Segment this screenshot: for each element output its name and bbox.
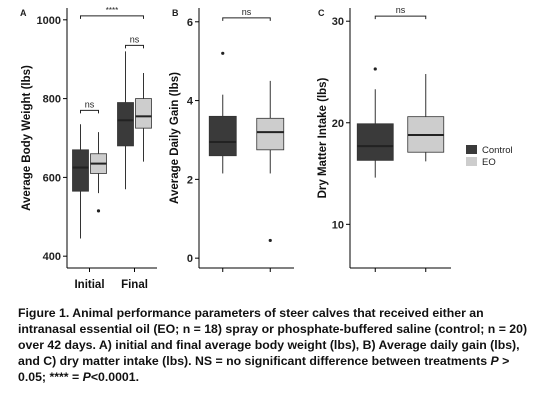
y-tick-label: 2 [187,174,193,186]
box-eo-eo [407,74,445,162]
x-tick-label: Final [121,279,148,291]
caption-title: Figure 1. [18,306,70,320]
panel-b: B Average Daily Gain (lbs) 0 2 4 6 ns [169,7,294,272]
box-iqr [208,115,237,157]
bracket-label: **** [106,6,118,15]
outlier-point [373,67,377,71]
y-tick-label: 20 [332,118,344,130]
significance-bracket: ns [80,99,99,114]
box-iqr [135,98,152,129]
significance-bracket: **** [80,6,144,19]
box-eo-final [135,73,152,162]
y-tick-label: 0 [187,253,193,265]
legend-swatch [466,145,477,154]
panel-label: C [318,8,325,18]
legend-label: EO [482,157,496,168]
significance-bracket: ns [374,5,427,20]
y-tick-label: 30 [332,16,344,28]
bracket-label: ns [85,99,95,109]
figure: A Average Body Weight (lbs) 400 600 800 1000 I… [20,5,513,291]
bracket-label: ns [242,7,252,17]
bracket-line [222,17,271,21]
box-control-initial [72,124,89,239]
panel-a: A Average Body Weight (lbs) 400 600 800 1000 I… [20,6,157,291]
box-eo-initial [90,132,107,213]
bracket-line [80,109,99,114]
significance-bracket: ns [125,34,144,49]
panel-label: A [20,8,27,18]
box-iqr [256,117,285,151]
box-control-final [117,51,134,190]
bracket-line [374,15,427,20]
box-iqr [72,149,89,192]
y-axis-label: Average Daily Gain (lbs) [169,72,181,204]
box-control-control [208,51,237,174]
y-axis-label: Dry Matter Intake (lbs) [317,77,329,198]
y-tick-label: 800 [43,94,61,106]
y-tick-label: 6 [187,17,193,29]
panel-c: C Dry Matter Intake (lbs) 10 20 30 ns [317,5,451,272]
y-axis-label: Average Body Weight (lbs) [21,65,33,211]
legend-label: Control [482,145,513,156]
bracket-label: ns [130,34,140,44]
x-tick-label: Initial [74,279,104,291]
box-control-control [356,67,394,178]
outlier-point [268,238,272,243]
outlier-point [96,209,101,213]
y-tick-label: 10 [332,219,344,231]
bracket-line [125,44,144,49]
panel-label: B [172,8,179,18]
outlier-point [221,51,225,55]
box-eo-eo [256,80,285,243]
y-tick-label: 1000 [37,15,61,27]
y-tick-label: 400 [43,251,61,263]
bracket-line [80,15,144,19]
significance-bracket: ns [222,7,271,21]
y-tick-label: 600 [43,172,61,184]
bracket-label: ns [396,5,406,15]
figure-caption: Figure 1. Animal performance parameters … [18,306,528,384]
legend-swatch [466,157,477,166]
y-tick-label: 4 [187,96,194,108]
box-iqr [117,102,134,147]
box-iqr [356,123,394,161]
